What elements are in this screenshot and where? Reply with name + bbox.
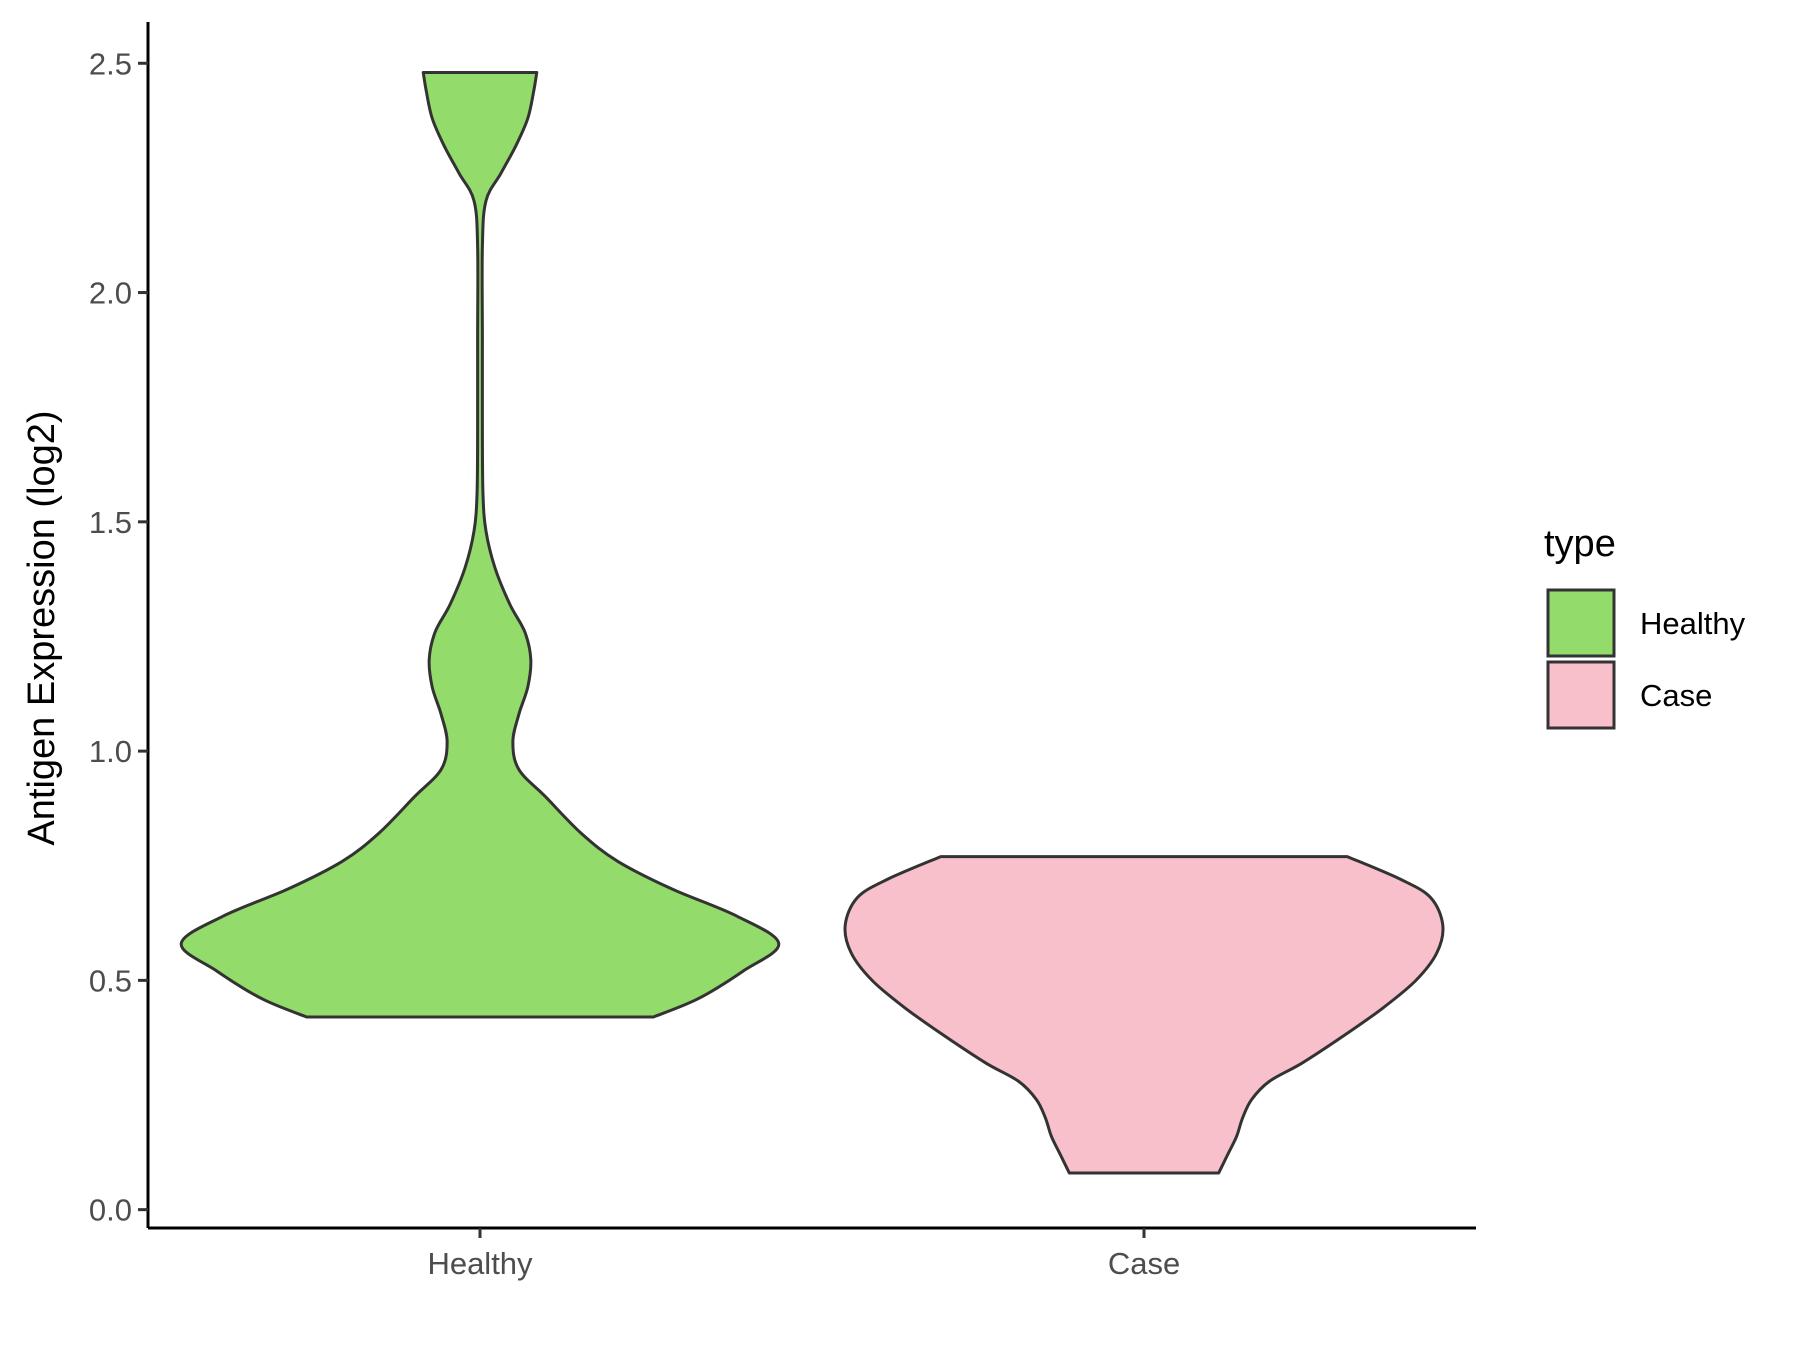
- y-axis-title: Antigen Expression (log2): [21, 410, 63, 845]
- legend-label-case: Case: [1640, 678, 1712, 713]
- y-tick-label: 1.0: [89, 734, 132, 769]
- x-axis-ticks: Healthy Case: [427, 1228, 1180, 1281]
- violin-healthy: [179, 70, 781, 1019]
- violin-case: [843, 855, 1445, 1175]
- y-tick-label: 2.5: [89, 46, 132, 81]
- x-tick-label: Healthy: [427, 1246, 533, 1281]
- y-axis-ticks: 0.0 0.5 1.0 1.5 2.0 2.5: [89, 46, 148, 1228]
- legend-key-case: [1546, 660, 1616, 730]
- legend-key-healthy: [1546, 588, 1616, 658]
- legend: type Healthy Case: [1544, 523, 1746, 730]
- y-tick-label: 2.0: [89, 276, 132, 311]
- violins-layer: [179, 70, 1445, 1175]
- y-tick-label: 0.5: [89, 963, 132, 998]
- legend-title: type: [1544, 523, 1616, 565]
- legend-label-healthy: Healthy: [1640, 606, 1746, 641]
- y-tick-label: 0.0: [89, 1193, 132, 1228]
- legend-entries: Healthy Case: [1546, 588, 1746, 730]
- y-tick-label: 1.5: [89, 505, 132, 540]
- x-tick-label: Case: [1108, 1246, 1180, 1281]
